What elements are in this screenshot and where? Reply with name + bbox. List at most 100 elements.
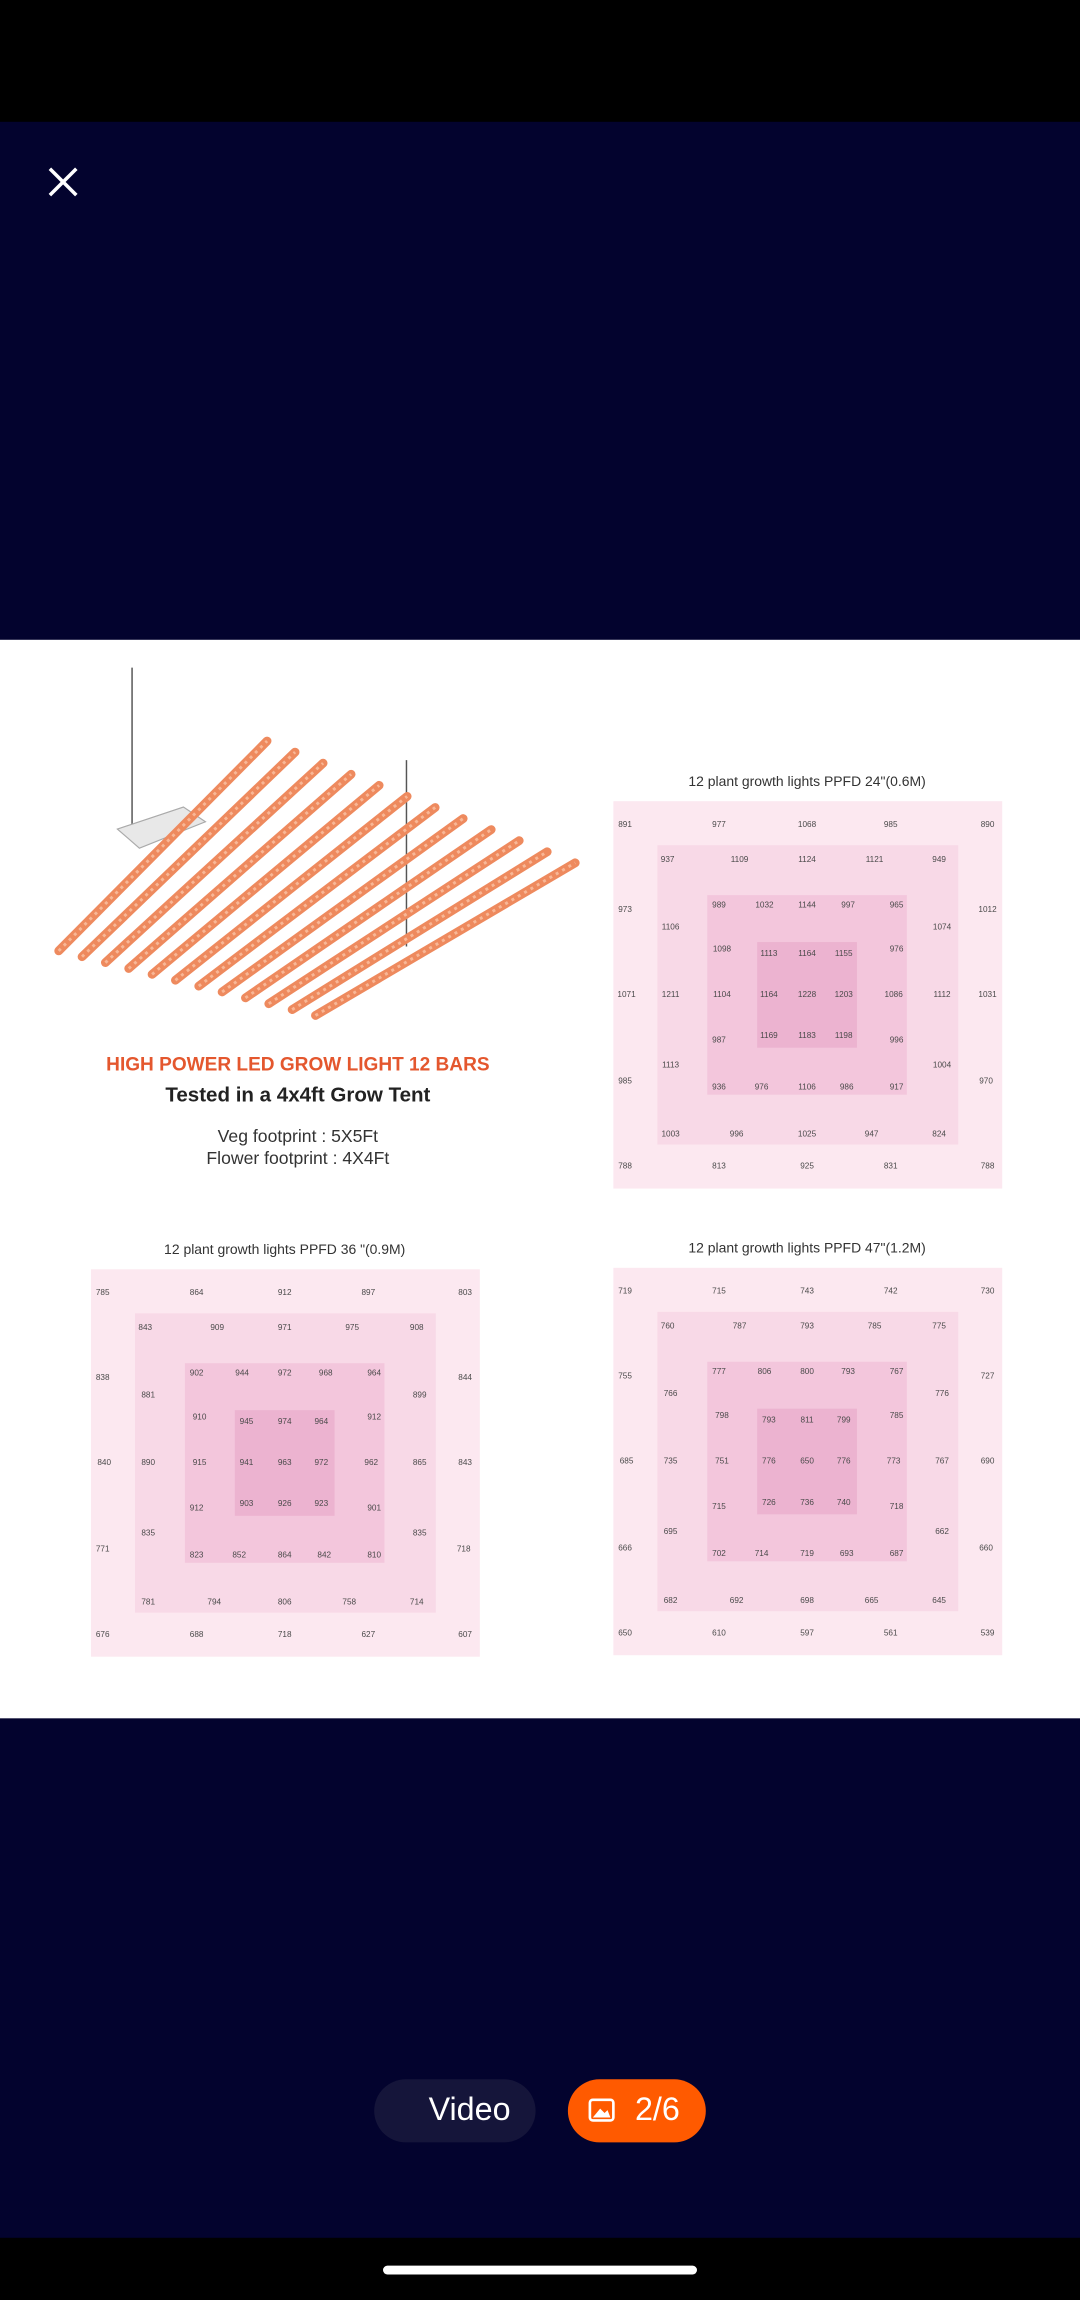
ppfd-value: 890 xyxy=(981,820,995,829)
driver-box xyxy=(116,806,207,849)
ppfd-value: 1025 xyxy=(798,1129,817,1138)
ppfd-value: 726 xyxy=(762,1498,776,1507)
ppfd-value: 1198 xyxy=(835,1031,853,1040)
ppfd-map: 12 plant growth lights PPFD 24"(0.6M) 891… xyxy=(613,773,1003,1189)
ppfd-value: 660 xyxy=(979,1543,993,1552)
ppfd-value: 1003 xyxy=(661,1129,680,1138)
ppfd-value: 989 xyxy=(712,901,726,910)
ppfd-value: 1113 xyxy=(662,1061,679,1070)
ppfd-value: 901 xyxy=(367,1504,381,1513)
map-title: 12 plant growth lights PPFD 24"(0.6M) xyxy=(688,773,925,789)
ppfd-value: 996 xyxy=(730,1129,744,1138)
ppfd-value: 970 xyxy=(979,1077,993,1086)
ppfd-value: 1071 xyxy=(617,990,636,999)
ppfd-value: 735 xyxy=(664,1457,678,1466)
light-bar-leds xyxy=(197,806,437,988)
ppfd-value: 843 xyxy=(458,1458,472,1467)
video-label: Video xyxy=(429,2091,511,2127)
ppfd-value: 687 xyxy=(890,1549,904,1558)
ppfd-value: 776 xyxy=(762,1457,776,1466)
ppfd-value: 690 xyxy=(981,1457,995,1466)
ppfd-value: 776 xyxy=(935,1389,949,1398)
ppfd-zone xyxy=(757,942,857,1048)
ppfd-value: 767 xyxy=(935,1457,949,1466)
ppfd-value: 864 xyxy=(278,1551,292,1560)
ppfd-value: 971 xyxy=(278,1323,292,1332)
ppfd-value: 949 xyxy=(932,855,946,864)
ppfd-value: 902 xyxy=(190,1369,204,1378)
grow-light-illustration xyxy=(54,667,580,1020)
light-bar-leds xyxy=(291,850,548,1011)
ppfd-value: 794 xyxy=(207,1598,221,1607)
ppfd-value: 793 xyxy=(762,1416,776,1425)
ppfd-value: 1104 xyxy=(713,990,731,999)
ppfd-value: 965 xyxy=(890,901,904,910)
ppfd-value: 682 xyxy=(664,1596,678,1605)
ppfd-value: 917 xyxy=(890,1083,904,1092)
ppfd-maps: 12 plant growth lights PPFD 24"(0.6M) 891… xyxy=(90,773,1003,1657)
ppfd-value: 1004 xyxy=(933,1061,952,1070)
ppfd-value: 776 xyxy=(837,1457,851,1466)
ppfd-value: 788 xyxy=(618,1162,632,1171)
ppfd-value: 996 xyxy=(890,1036,904,1045)
ppfd-value: 743 xyxy=(800,1286,814,1295)
ppfd-value: 968 xyxy=(319,1369,333,1378)
ppfd-value: 1031 xyxy=(978,990,997,999)
ppfd-value: 714 xyxy=(410,1598,424,1607)
close-button[interactable] xyxy=(48,167,78,197)
ppfd-value: 715 xyxy=(712,1502,726,1511)
ppfd-value: 1183 xyxy=(798,1031,816,1040)
ppfd-value: 771 xyxy=(96,1545,110,1554)
ppfd-value: 787 xyxy=(733,1322,747,1331)
ppfd-value: 718 xyxy=(890,1502,904,1511)
video-button[interactable]: Video xyxy=(374,2079,536,2143)
ppfd-value: 985 xyxy=(884,820,898,829)
image-counter-button[interactable]: 2/6 xyxy=(567,2079,706,2143)
ppfd-value: 718 xyxy=(457,1545,471,1554)
ppfd-value: 973 xyxy=(618,905,632,914)
ppfd-value: 1086 xyxy=(885,990,904,999)
ppfd-value: 730 xyxy=(981,1286,995,1295)
light-bar-leds xyxy=(314,861,576,1017)
ppfd-value: 695 xyxy=(664,1527,678,1536)
ppfd-value: 985 xyxy=(618,1077,632,1086)
ppfd-value: 987 xyxy=(712,1036,726,1045)
ppfd-value: 645 xyxy=(932,1596,946,1605)
ppfd-value: 864 xyxy=(190,1288,204,1297)
video-pill xyxy=(374,2079,536,2143)
ppfd-value: 777 xyxy=(712,1367,726,1376)
ppfd-value: 835 xyxy=(141,1529,155,1538)
ppfd-value: 865 xyxy=(413,1458,427,1467)
ppfd-value: 715 xyxy=(712,1286,726,1295)
ppfd-value: 806 xyxy=(758,1367,772,1376)
ppfd-value: 986 xyxy=(840,1083,854,1092)
ppfd-value: 698 xyxy=(800,1596,814,1605)
ppfd-value: 824 xyxy=(932,1129,946,1138)
ppfd-value: 719 xyxy=(800,1549,814,1558)
ppfd-value: 702 xyxy=(712,1549,726,1558)
subheadline: Tested in a 4x4ft Grow Tent xyxy=(165,1084,430,1107)
ppfd-value: 727 xyxy=(981,1372,995,1381)
ppfd-value: 597 xyxy=(800,1628,814,1637)
close-icon xyxy=(48,167,78,197)
ppfd-value: 1164 xyxy=(760,990,778,999)
light-bar-leds xyxy=(174,795,409,982)
image-icon xyxy=(592,2108,611,2118)
ppfd-value: 1203 xyxy=(835,990,854,999)
ppfd-value: 785 xyxy=(890,1411,904,1420)
ppfd-value: 800 xyxy=(800,1367,814,1376)
ppfd-value: 974 xyxy=(278,1417,292,1426)
veg-footprint: Veg footprint : 5X5Ft xyxy=(218,1126,379,1146)
ppfd-value: 936 xyxy=(712,1083,726,1092)
ppfd-value: 806 xyxy=(278,1598,292,1607)
ppfd-zone xyxy=(234,1410,335,1516)
map-title: 12 plant growth lights PPFD 47"(1.2M) xyxy=(688,1239,925,1255)
ppfd-value: 740 xyxy=(837,1498,851,1507)
ppfd-value: 742 xyxy=(884,1286,898,1295)
ppfd-value: 840 xyxy=(97,1458,111,1467)
light-bar-leds xyxy=(221,817,465,994)
ppfd-value: 785 xyxy=(96,1288,110,1297)
light-bar-leds xyxy=(127,773,353,970)
ppfd-value: 676 xyxy=(96,1630,110,1639)
